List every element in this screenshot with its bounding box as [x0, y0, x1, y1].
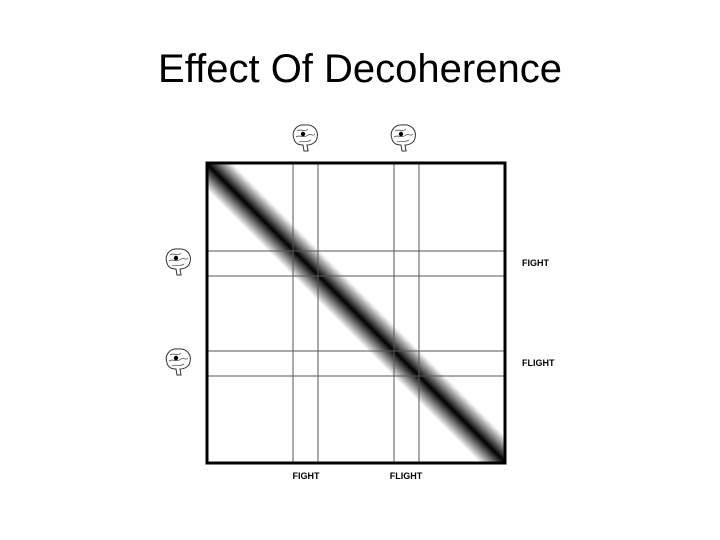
brain-icon [165, 348, 191, 376]
grid-lines [207, 163, 505, 463]
diagonal-band [207, 163, 505, 463]
brain-icon [165, 248, 191, 276]
density-matrix [205, 161, 507, 465]
brain-icon [390, 124, 416, 152]
slide-title: Effect Of Decoherence [158, 47, 562, 91]
matrix-border [205, 161, 507, 465]
row-label: FIGHT [522, 258, 549, 268]
column-label: FIGHT [293, 471, 320, 481]
row-label: FLIGHT [522, 358, 555, 368]
brain-icon [292, 124, 318, 152]
column-label: FLIGHT [390, 471, 423, 481]
